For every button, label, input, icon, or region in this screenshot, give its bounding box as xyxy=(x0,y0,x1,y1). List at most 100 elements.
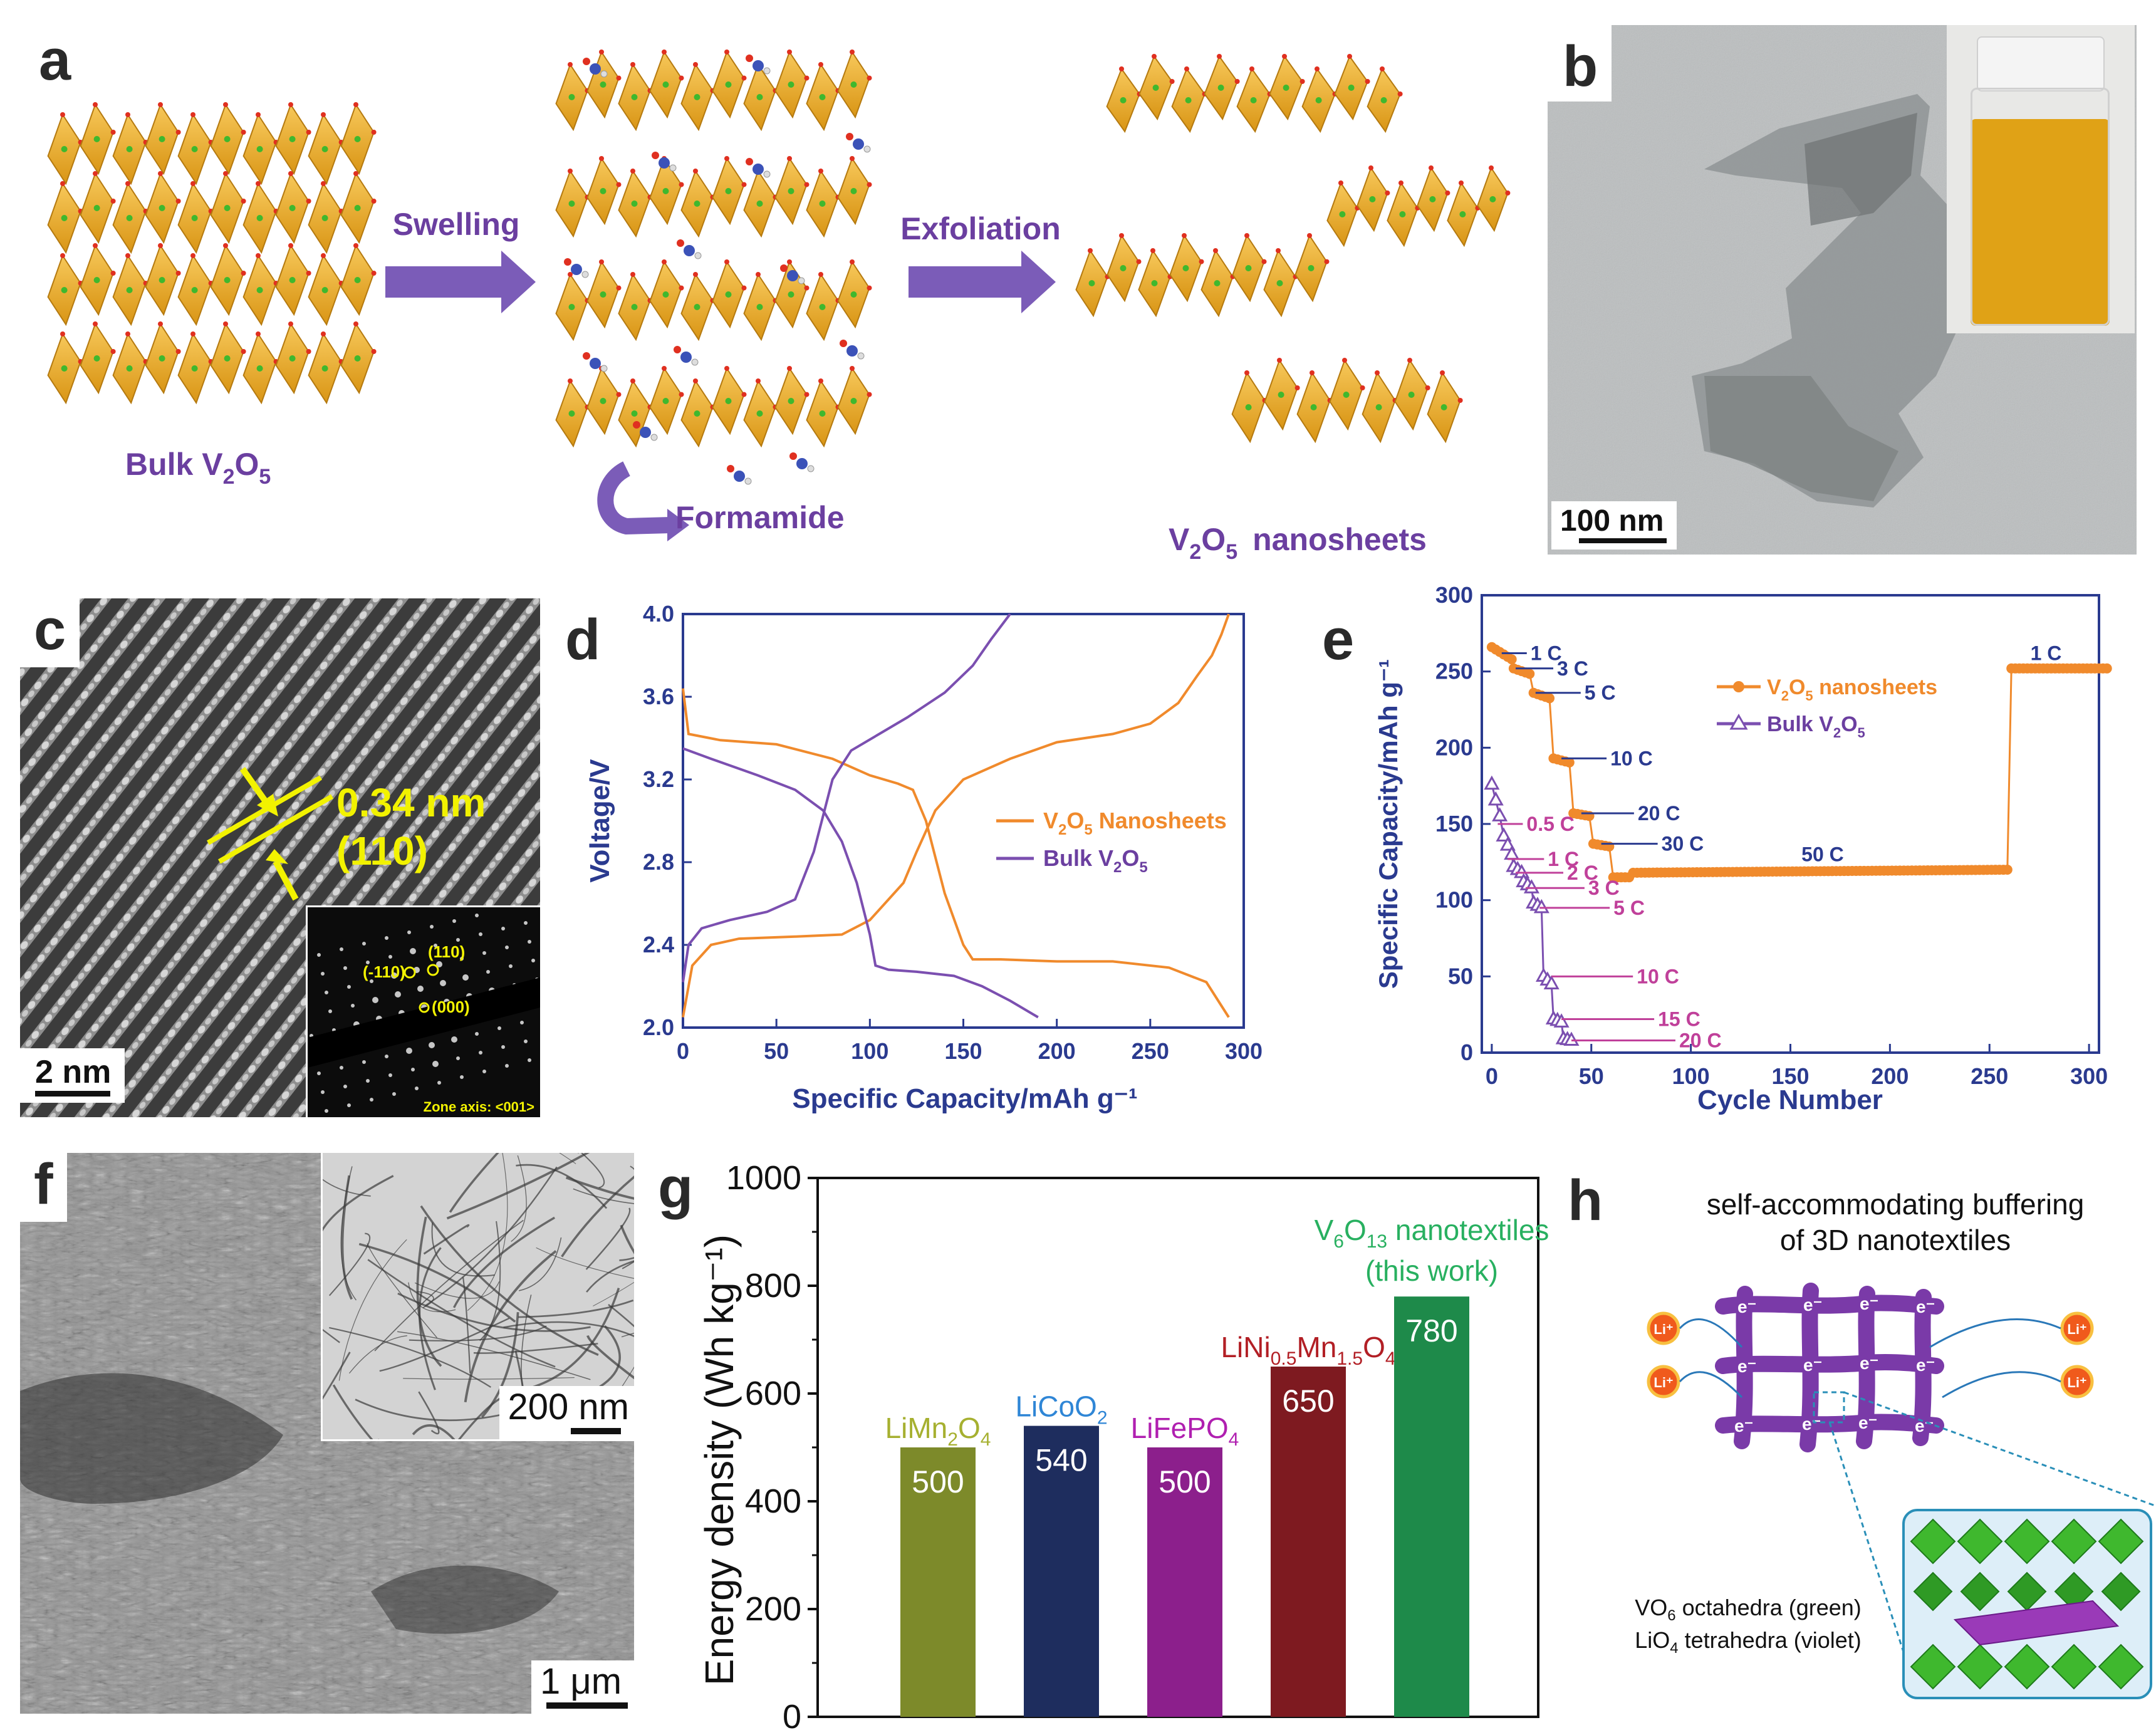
vanadium-atom xyxy=(61,215,68,221)
oxygen-atom xyxy=(125,181,130,186)
oxygen-atom xyxy=(321,331,326,336)
nanofiber xyxy=(424,1166,558,1307)
electron-label: e⁻ xyxy=(1915,1416,1934,1435)
x-tick-label-d: 200 xyxy=(1038,1038,1076,1064)
pointer-arrow-bottom xyxy=(273,860,299,901)
exfoliation-label: Exfoliation xyxy=(900,211,1061,246)
oxygen-atom xyxy=(1299,79,1305,84)
li-ion xyxy=(1647,1365,1680,1399)
oxygen-atom xyxy=(93,171,98,176)
nanosheet-flake-lower xyxy=(1704,376,1898,501)
vanadium-atom xyxy=(1440,404,1447,410)
vanadium-atom xyxy=(662,188,669,194)
ticks-d: 0 50 100 150 200 250 300 2.0 2.4 2.8 3.2 3.6 4.0 xyxy=(643,601,1263,1064)
vanadium-atom xyxy=(191,146,198,152)
oxygen-atom xyxy=(818,378,823,383)
points-e xyxy=(1484,642,2112,1046)
diffraction-spot xyxy=(362,942,366,946)
vo6-octahedron xyxy=(1957,1644,2003,1690)
diffraction-spot xyxy=(417,986,424,992)
vanadium-atom xyxy=(1182,265,1189,271)
oxygen-atom xyxy=(60,331,65,336)
oxygen-atom xyxy=(867,182,872,187)
formamide-oxygen xyxy=(583,352,590,360)
oxygen-atom xyxy=(223,243,228,248)
nanofiber xyxy=(565,1176,634,1200)
panel-label-e: e xyxy=(1322,608,1355,672)
vanadium-atom xyxy=(256,287,263,293)
diffraction-spot xyxy=(479,1051,482,1055)
pointer-arrowhead-top xyxy=(257,794,278,816)
oxygen-atom xyxy=(1324,259,1330,264)
nanofiber xyxy=(479,1221,501,1342)
diffraction-spot xyxy=(372,997,378,1003)
oxygen-atom xyxy=(741,182,747,187)
oxygen-atom xyxy=(353,102,358,107)
oxygen-atom xyxy=(125,112,130,117)
nanotextile-schematic: self-accommodating buffering of 3D nanot… xyxy=(1635,1188,2156,1699)
spot-000 xyxy=(419,1002,430,1013)
vanadium-atom xyxy=(159,205,165,211)
nanofiber xyxy=(586,1335,634,1380)
oxygen-atom xyxy=(1365,79,1370,84)
panel-label-h: h xyxy=(1568,1169,1603,1232)
vanadium-atom xyxy=(1151,280,1158,286)
nanofiber xyxy=(332,1384,373,1439)
vanadium-atom xyxy=(1278,392,1284,398)
vanadium-atom xyxy=(631,201,638,207)
vanadium-atom xyxy=(354,205,361,211)
diffraction-spot xyxy=(475,1032,479,1036)
nanofiber xyxy=(420,1205,599,1356)
vanadium-atom xyxy=(662,81,669,88)
formamide-molecule xyxy=(659,157,670,169)
vanadium-atom xyxy=(256,215,263,221)
oxygen-atom xyxy=(93,102,98,107)
formamide-oxygen xyxy=(583,58,590,65)
x-tick-label-e: 200 xyxy=(1871,1063,1909,1089)
hrtem-lattice: 0.34 nm (110) xyxy=(20,598,540,1117)
diffraction-spot xyxy=(395,991,401,998)
rate-label-bulk: 2 C xyxy=(1567,862,1598,884)
scale-label-f: 1 μm xyxy=(540,1661,622,1702)
nanofiber xyxy=(397,1331,591,1380)
oxygen-atom xyxy=(110,271,116,276)
oxygen-atom xyxy=(158,171,163,176)
diffraction-spot xyxy=(528,1058,531,1062)
diffraction-spot xyxy=(452,919,456,923)
oxygen-atom xyxy=(1397,91,1403,96)
diffraction-spot xyxy=(321,972,325,976)
plane-label: (110) xyxy=(336,828,428,873)
vanadium-atom xyxy=(1380,97,1387,103)
oxygen-atom xyxy=(850,259,855,264)
formamide-hydrogen xyxy=(691,358,699,366)
x-tick-label-e: 250 xyxy=(1971,1063,2008,1089)
nanofiber xyxy=(397,1293,591,1332)
vo6-octahedron xyxy=(1910,1518,1956,1565)
formamide-oxygen xyxy=(846,133,853,140)
y-tick-label-d: 2.8 xyxy=(643,849,674,875)
oxygen-atom xyxy=(804,392,810,397)
label-000: (000) xyxy=(432,998,470,1016)
electron-label: e⁻ xyxy=(1916,1355,1935,1375)
nanofiber xyxy=(378,1440,530,1441)
nanofiber xyxy=(374,1219,524,1352)
oxygen-atom xyxy=(1244,370,1249,375)
oxygen-atom xyxy=(724,156,729,161)
diffraction-spot xyxy=(456,938,460,942)
oxygen-atom xyxy=(288,243,293,248)
oxygen-atom xyxy=(693,378,698,383)
nanofiber xyxy=(323,1328,340,1343)
pointer-arrowhead-bottom xyxy=(266,849,288,864)
nanosheets-charge-curve xyxy=(682,613,1230,1018)
oxygen-atom xyxy=(288,321,293,326)
vanadium-atom xyxy=(819,94,826,100)
y-tick-label-e: 250 xyxy=(1435,659,1473,684)
oxygen-atom xyxy=(110,349,116,354)
vanadium-atom xyxy=(662,398,669,404)
vanadium-atom xyxy=(321,146,328,152)
x-axis-label-d: Specific Capacity/mAh g⁻¹ xyxy=(792,1083,1137,1114)
oxygen-atom xyxy=(1249,66,1254,71)
oxygen-atom xyxy=(125,253,130,258)
nanofiber xyxy=(598,1325,621,1389)
diffraction-spot xyxy=(328,1009,332,1013)
